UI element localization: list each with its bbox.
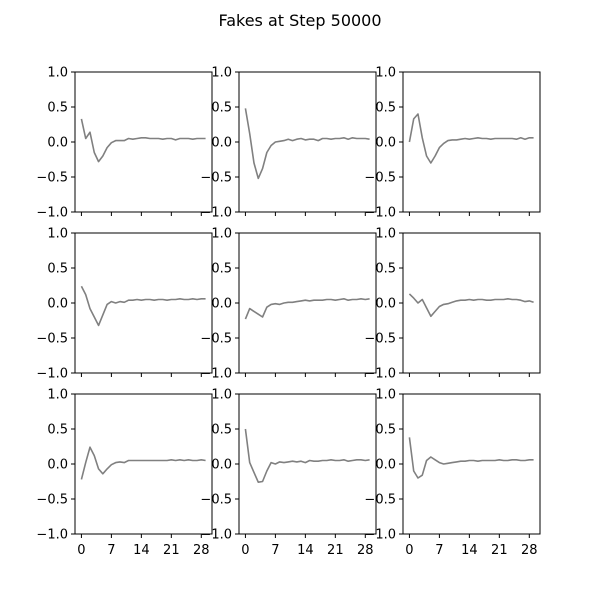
y-tick-label: 0.0	[47, 136, 68, 151]
y-tick-label: 0.5	[211, 101, 232, 116]
series-line	[408, 293, 534, 318]
y-tick-label: −1.0	[36, 206, 68, 221]
x-tick-label: 21	[163, 543, 180, 558]
x-tick-label: 21	[327, 543, 344, 558]
y-tick-label: −0.5	[36, 171, 68, 186]
x-tick-label: 14	[133, 543, 150, 558]
x-tick-label: 28	[357, 543, 374, 558]
x-tick-label: 0	[77, 543, 85, 558]
y-tick-label: 0.5	[47, 101, 68, 116]
y-tick-label: 0.0	[47, 458, 68, 473]
y-tick-label: 1.0	[211, 66, 232, 81]
x-tick-label: 7	[435, 543, 443, 558]
y-tick-label: −0.5	[200, 493, 232, 508]
y-tick-label: 0.5	[375, 423, 396, 438]
series-line	[244, 297, 370, 320]
y-tick-label: 0.0	[375, 458, 396, 473]
y-tick-label: 1.0	[375, 66, 396, 81]
x-tick-label: 21	[491, 543, 508, 558]
y-tick-label: 0.5	[47, 262, 68, 277]
x-tick-label: 7	[271, 543, 279, 558]
series-line	[80, 285, 206, 327]
series-line	[80, 118, 206, 163]
y-tick-label: 1.0	[211, 227, 232, 242]
x-tick-label: 28	[193, 543, 210, 558]
x-tick-label: 0	[241, 543, 249, 558]
y-tick-label: −0.5	[364, 171, 396, 186]
subplot-2-2: 1.0 0.5 0.0 −0.5 −1.0	[200, 227, 377, 382]
y-tick-label: 0.5	[211, 262, 232, 277]
subplot-3-2: 1.0 0.5 0.0 −0.5 −1.0 0 7 14 21 28	[200, 388, 377, 558]
y-tick-label: 0.5	[375, 262, 396, 277]
y-tick-label: −0.5	[36, 332, 68, 347]
y-tick-label: −1.0	[200, 206, 232, 221]
y-tick-label: −1.0	[200, 528, 232, 543]
y-tick-label: 1.0	[375, 388, 396, 403]
y-tick-label: −0.5	[36, 493, 68, 508]
subplot-2-1: 1.0 0.5 0.0 −0.5 −1.0	[36, 227, 213, 382]
x-tick-label: 14	[461, 543, 478, 558]
y-tick-label: 0.0	[375, 297, 396, 312]
y-tick-label: 0.0	[211, 297, 232, 312]
x-tick-label: 14	[297, 543, 314, 558]
y-tick-label: 0.0	[211, 136, 232, 151]
subplot-1-1: 1.0 0.5 0.0 −0.5 −1.0	[36, 66, 213, 221]
x-tick-label: 0	[405, 543, 413, 558]
series-line	[408, 113, 534, 164]
y-tick-label: −1.0	[36, 367, 68, 382]
series-line	[244, 108, 370, 180]
y-tick-label: −1.0	[200, 367, 232, 382]
y-tick-label: 0.0	[47, 297, 68, 312]
y-tick-label: −1.0	[364, 206, 396, 221]
y-tick-label: 0.5	[375, 101, 396, 116]
x-tick-label: 7	[107, 543, 115, 558]
y-tick-label: 0.5	[47, 423, 68, 438]
figure-title: Fakes at Step 50000	[218, 11, 381, 30]
y-tick-label: −0.5	[364, 493, 396, 508]
series-line	[408, 437, 534, 479]
subplot-2-3: 1.0 0.5 0.0 −0.5 −1.0	[364, 227, 541, 382]
y-tick-label: −1.0	[364, 528, 396, 543]
subplot-grid: 1.0 0.5 0.0 −0.5 −1.0 1.0 0.5 0.0 −0.5 −1.0 1.0 0.5…	[36, 66, 541, 558]
y-tick-label: 1.0	[47, 227, 68, 242]
y-tick-label: −0.5	[200, 171, 232, 186]
series-line	[80, 446, 206, 480]
y-tick-label: 0.0	[375, 136, 396, 151]
subplot-1-2: 1.0 0.5 0.0 −0.5 −1.0	[200, 66, 377, 221]
y-tick-label: −1.0	[36, 528, 68, 543]
subplot-1-3: 1.0 0.5 0.0 −0.5 −1.0	[364, 66, 541, 221]
y-tick-label: 1.0	[47, 388, 68, 403]
y-tick-label: 1.0	[47, 66, 68, 81]
series-line	[244, 428, 370, 484]
x-tick-label: 28	[521, 543, 538, 558]
y-tick-label: −0.5	[364, 332, 396, 347]
y-tick-label: 1.0	[375, 227, 396, 242]
y-tick-label: 0.5	[211, 423, 232, 438]
subplot-3-3: 1.0 0.5 0.0 −0.5 −1.0 0 7 14 21 28	[364, 388, 541, 558]
subplot-3-1: 1.0 0.5 0.0 −0.5 −1.0 0 7 14 21 28	[36, 388, 213, 558]
y-tick-label: −1.0	[364, 367, 396, 382]
y-tick-label: 0.0	[211, 458, 232, 473]
y-tick-label: 1.0	[211, 388, 232, 403]
y-tick-label: −0.5	[200, 332, 232, 347]
